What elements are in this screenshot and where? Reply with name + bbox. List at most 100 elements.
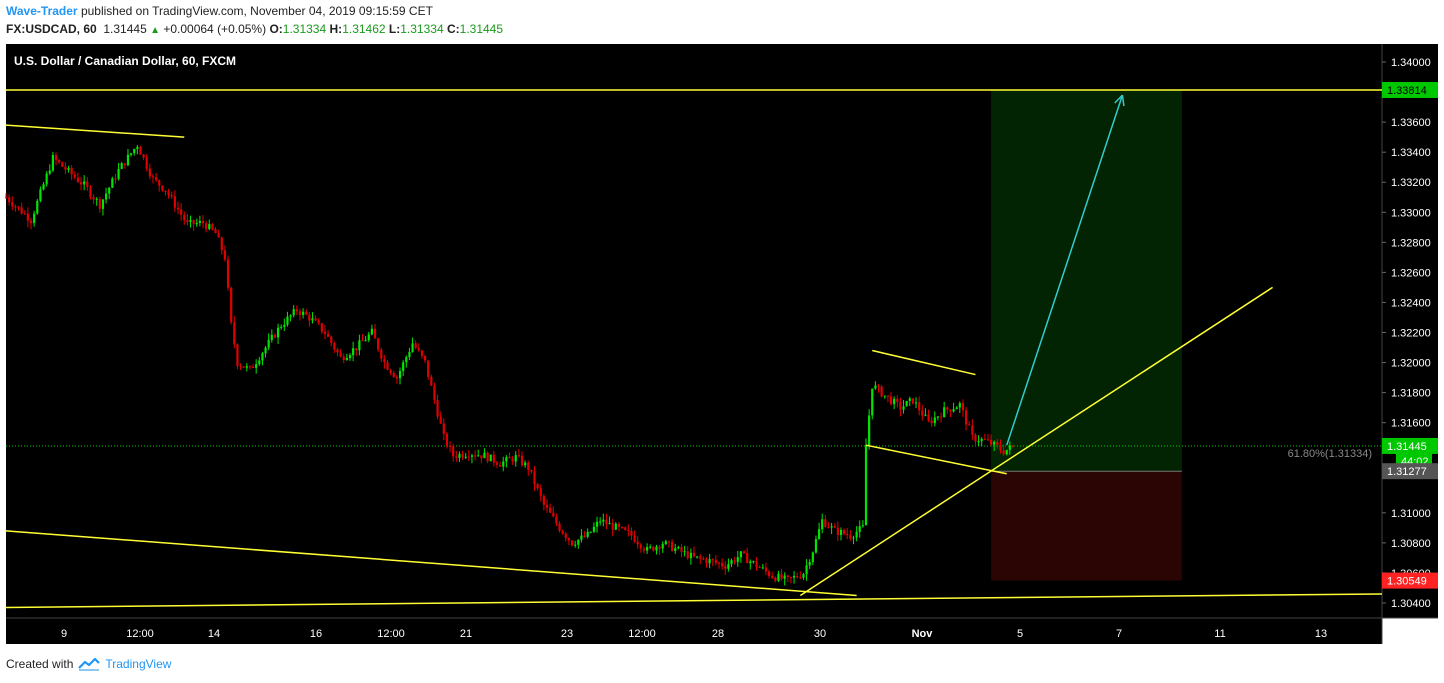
candle-body	[258, 360, 261, 365]
candle-body	[764, 567, 768, 572]
candle-body	[717, 562, 721, 564]
candle-body	[749, 561, 752, 564]
candle-body	[111, 178, 114, 188]
candle-body	[217, 233, 220, 238]
trendline-3[interactable]	[5, 593, 1383, 609]
candle-body	[1011, 445, 1015, 447]
candle-body	[54, 155, 58, 161]
candle-body	[395, 377, 399, 379]
candle-body	[655, 546, 658, 551]
candle-body	[924, 414, 927, 416]
candle-body	[226, 259, 230, 288]
candle-body	[868, 415, 871, 446]
trendline-6[interactable]	[865, 444, 1007, 475]
footer: Created with TradingView	[6, 657, 171, 671]
candle-body	[902, 406, 905, 410]
candle-body	[383, 358, 386, 363]
candle-body	[589, 531, 592, 533]
profit-zone[interactable]	[991, 89, 1182, 472]
candle-body	[805, 565, 808, 575]
candle-body	[314, 318, 317, 321]
candle-body	[830, 526, 833, 528]
y-tick-label: 1.34000	[1391, 57, 1431, 69]
x-tick-label: 12:00	[628, 628, 656, 640]
candle-body	[980, 438, 983, 442]
target-arrow[interactable]	[1006, 94, 1125, 446]
candle-body	[298, 311, 302, 315]
arrow-shaft[interactable]	[1006, 94, 1124, 446]
open-value: 1.31334	[282, 22, 327, 36]
candle-body	[126, 154, 130, 166]
candle-body	[367, 334, 370, 341]
candle-body	[273, 334, 277, 338]
candle-body	[733, 560, 736, 562]
x-tick-label: 23	[561, 628, 573, 640]
trendline-2[interactable]	[5, 530, 857, 597]
candle-body	[533, 471, 536, 485]
price-tag-entry	[1382, 463, 1438, 480]
candle-body	[455, 456, 458, 458]
trendlines[interactable]	[5, 89, 1383, 609]
candle-body	[599, 521, 602, 523]
candle-body	[792, 575, 796, 578]
tradingview-brand[interactable]: TradingView	[105, 657, 172, 671]
candle-body	[261, 353, 264, 361]
candle-body	[311, 318, 314, 321]
candle-body	[289, 315, 292, 317]
time-axis[interactable]	[6, 618, 1382, 644]
candle-body	[176, 207, 180, 210]
candle-body	[286, 316, 289, 325]
candle-body	[727, 564, 730, 569]
price-axis[interactable]	[1382, 44, 1438, 618]
price-tag-text: 1.31277	[1387, 466, 1427, 478]
candle-body	[23, 213, 26, 215]
candle-body	[996, 441, 999, 446]
candle-body	[436, 400, 439, 417]
candle-body	[833, 526, 836, 528]
last-price: 1.31445	[103, 22, 147, 36]
candle-body	[536, 484, 539, 489]
candle-body	[139, 146, 142, 155]
candle-body	[977, 441, 980, 443]
candle-body	[392, 373, 395, 378]
candle-body	[39, 189, 42, 201]
loss-zone[interactable]	[991, 471, 1182, 581]
candle-body	[517, 455, 520, 457]
candle-body	[702, 558, 705, 560]
close-value: 1.31445	[459, 22, 504, 36]
candle-body	[336, 349, 339, 353]
candle-body	[630, 531, 633, 536]
candle-body	[886, 395, 889, 397]
candle-body	[380, 349, 383, 359]
candle-body	[817, 529, 821, 540]
candle-body	[323, 331, 327, 334]
price-tag-text: 1.33814	[1387, 85, 1427, 97]
trendline-1[interactable]	[5, 124, 185, 138]
trendline-4[interactable]	[799, 286, 1273, 597]
candle-body	[642, 548, 646, 551]
candle-body	[267, 339, 270, 348]
candle-body	[417, 347, 420, 351]
candle-body	[564, 533, 567, 539]
candle-body	[486, 452, 489, 462]
candle-body	[151, 176, 155, 178]
candle-body	[330, 336, 333, 344]
candlestick-series	[4, 144, 1015, 586]
x-tick-label: 12:00	[126, 628, 154, 640]
trendline-5[interactable]	[872, 349, 976, 376]
position-zones[interactable]	[6, 89, 1382, 581]
candle-body	[339, 352, 342, 357]
candle-body	[514, 455, 517, 462]
candle-body	[780, 573, 783, 579]
price-axis-labels: 1.34000 1.33600 1.33400 1.33200 1.33000 1.328…	[1382, 57, 1431, 610]
candle-body	[70, 167, 73, 175]
candle-body	[605, 519, 608, 525]
candle-body	[696, 556, 699, 558]
candle-body	[499, 464, 502, 467]
candle-body	[427, 360, 430, 377]
candle-body	[45, 173, 48, 185]
author-link[interactable]: Wave-Trader	[6, 4, 78, 18]
time-axis-labels: 9 12:00 14 16 12:00 21 23 12:00 28 30 Nov 5 7 11 13	[61, 628, 1327, 640]
candle-body	[918, 402, 921, 411]
